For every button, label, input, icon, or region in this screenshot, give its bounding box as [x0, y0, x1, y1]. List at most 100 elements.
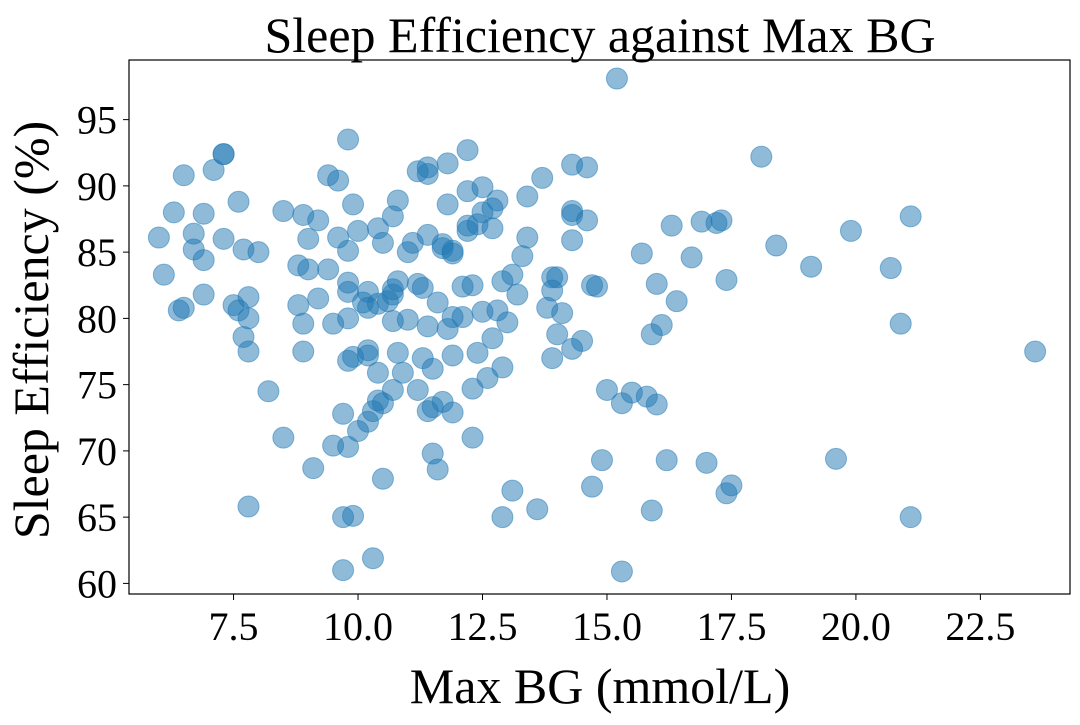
x-tick-label: 15.0	[572, 604, 642, 649]
data-point	[800, 255, 823, 278]
y-axis-label: Sleep Efficiency (%)	[3, 121, 59, 539]
data-point	[237, 307, 260, 330]
data-point	[416, 162, 439, 185]
data-point	[192, 249, 215, 272]
x-tick-label: 10.0	[323, 604, 393, 649]
data-point	[456, 139, 479, 162]
data-point	[491, 356, 514, 379]
data-point	[436, 193, 459, 216]
y-tick-label: 60	[77, 561, 117, 606]
data-point	[386, 341, 409, 364]
data-point	[272, 426, 295, 449]
data-point	[899, 205, 922, 228]
data-point	[765, 234, 788, 257]
x-tick-label: 12.5	[447, 604, 517, 649]
data-point	[212, 227, 235, 250]
data-point	[541, 347, 564, 370]
y-tick-label: 70	[77, 429, 117, 474]
data-point	[576, 209, 599, 232]
data-point	[640, 499, 663, 522]
data-point	[337, 239, 360, 262]
x-tick-label: 22.5	[945, 604, 1015, 649]
data-point	[824, 447, 847, 470]
data-point	[272, 200, 295, 223]
data-point	[481, 327, 504, 350]
data-point	[645, 272, 668, 295]
data-point	[516, 226, 539, 249]
data-point	[386, 189, 409, 212]
axis-ticks: 7.5 10.0 12.5 15.0 17.5 20.0 22.5 60 65 70 75 80 85 9…	[77, 98, 1015, 649]
data-point	[655, 449, 678, 472]
data-point	[839, 219, 862, 242]
data-point	[421, 357, 444, 380]
data-point	[172, 296, 195, 319]
data-point	[491, 506, 514, 529]
data-point	[426, 291, 449, 314]
data-point	[879, 257, 902, 280]
data-point	[162, 201, 185, 224]
y-tick-label: 65	[77, 495, 117, 540]
data-point	[406, 378, 429, 401]
data-point	[152, 263, 175, 286]
data-point	[546, 266, 569, 289]
data-point	[337, 307, 360, 330]
data-point	[695, 451, 718, 474]
data-point	[247, 241, 270, 264]
y-tick-label: 85	[77, 230, 117, 275]
data-point	[307, 287, 330, 310]
data-point	[571, 329, 594, 352]
x-tick-label: 20.0	[821, 604, 891, 649]
data-point	[586, 275, 609, 298]
plot-frame	[128, 59, 1071, 595]
data-point	[371, 231, 394, 254]
data-point	[660, 214, 683, 237]
x-tick-label: 17.5	[696, 604, 766, 649]
data-point	[630, 242, 653, 265]
data-point	[590, 449, 613, 472]
data-point	[257, 380, 280, 403]
data-point	[237, 286, 260, 309]
data-point	[710, 209, 733, 232]
data-point	[441, 401, 464, 424]
data-point	[715, 268, 738, 291]
data-point	[605, 67, 628, 90]
data-point	[496, 311, 519, 334]
data-point	[212, 143, 235, 166]
data-point	[292, 312, 315, 335]
data-point	[386, 270, 409, 293]
data-point	[471, 176, 494, 199]
data-point	[481, 217, 504, 240]
data-point	[356, 344, 379, 367]
data-point	[501, 479, 524, 502]
data-point	[391, 361, 414, 384]
data-point	[506, 283, 529, 306]
data-point	[441, 242, 464, 265]
x-axis-label: Max BG (mmol/L)	[410, 658, 791, 714]
data-point	[610, 560, 633, 583]
y-tick-label: 75	[77, 363, 117, 408]
data-point	[426, 458, 449, 481]
data-point	[461, 426, 484, 449]
data-point	[899, 506, 922, 529]
data-point	[297, 227, 320, 250]
data-point	[337, 435, 360, 458]
data-point	[645, 393, 668, 416]
data-point	[317, 258, 340, 281]
data-point	[1024, 340, 1047, 363]
data-point	[526, 498, 549, 521]
data-point	[441, 344, 464, 367]
data-point	[461, 274, 484, 297]
data-point	[720, 474, 743, 497]
data-points	[147, 67, 1047, 583]
data-point	[451, 306, 474, 329]
data-point	[342, 504, 365, 527]
data-point	[476, 367, 499, 390]
data-point	[227, 190, 250, 213]
data-point	[381, 378, 404, 401]
data-point	[292, 340, 315, 363]
chart-title: Sleep Efficiency against Max BG	[264, 7, 935, 63]
data-point	[347, 219, 370, 242]
data-point	[307, 209, 330, 232]
